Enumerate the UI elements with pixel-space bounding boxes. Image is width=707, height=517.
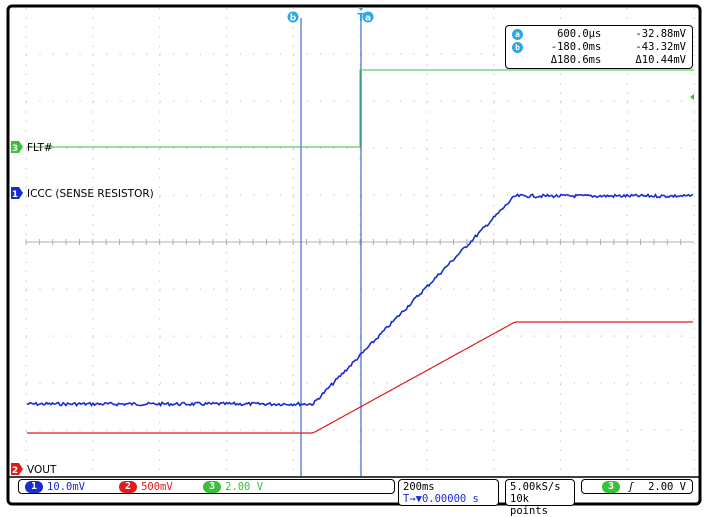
cursor-delta-row: Δ180.6ms Δ10.44mV [512,54,686,67]
trigger-level: 2.00 V [648,480,686,493]
ch3-scale-value[interactable]: 2.00 V [225,480,264,493]
trigger-slope-icon: ʃ [628,480,635,493]
outer-frame [6,4,702,506]
graticule [25,8,695,470]
ch3-label: FLT# [27,142,53,154]
cursor-b-top-marker[interactable]: b [287,11,299,24]
ch2-scale-value[interactable]: 500mV [141,480,173,493]
ch1-scale-value[interactable]: 10.0mV [47,480,85,493]
ch2-ground-marker[interactable]: 2 [11,463,23,476]
cursor-b-row: b -180.0ms -43.32mV [512,41,686,54]
horizontal-position: T→▼0.00000 s [403,493,479,505]
timebase-box[interactable]: 200ms T→▼0.00000 s [398,479,499,506]
cursor-a-top-marker[interactable]: a [362,11,374,24]
cursor-b-value: -43.32mV [635,41,686,53]
cursor-a-top-label: a [365,14,371,24]
ch3-ground-marker[interactable]: 3 [11,141,23,154]
cursor-delta-value: Δ10.44mV [635,54,686,66]
cursor-b-time: -180.0ms [550,41,602,53]
ch3-scale-badge: 3 [203,480,222,493]
ch1-waveform [26,193,694,408]
trigger-top-marker: T [357,7,365,24]
cursor-readout: a 600.0µs -32.88mV b -180.0ms -43.32mV Δ… [505,25,693,69]
cursor-a-row: a 600.0µs -32.88mV [512,28,686,41]
cursor-b-badge: b [512,41,523,53]
ch1-ground-number: 1 [12,190,18,200]
ch3-offscreen-arrow [690,94,694,100]
ch3-waveform [27,69,694,148]
ch1-scale-badge: 1 [25,480,44,493]
timebase-scale: 200ms [403,481,435,493]
ch2-ground-number: 2 [12,466,18,476]
ch3-ground-number: 3 [12,144,18,154]
ch1-label: ICCC (SENSE RESISTOR) [27,188,154,200]
ch1-ground-marker[interactable]: 1 [11,187,23,200]
record-length: 10k points [510,493,548,517]
acquisition-box[interactable]: 5.00kS/s 10k points [505,479,575,517]
channel-scale-box[interactable]: 1 10.0mV 2 500mV 3 2.00 V [18,479,395,494]
trigger-source-badge: 3 [602,480,621,493]
cursor-delta-time: Δ180.6ms [550,54,602,66]
cursor-a-time: 600.0µs [557,28,602,40]
cursor-b-top-label: b [290,14,297,24]
sample-rate: 5.00kS/s [510,481,561,493]
cursor-a-value: -32.88mV [635,28,686,40]
ch2-label: VOUT [27,464,57,476]
trigger-time-marker-label: T [357,11,365,24]
trigger-box[interactable]: 3 ʃ 2.00 V [581,479,693,494]
ch2-waveform [27,321,693,434]
cursor-a-badge: a [512,28,523,40]
ch2-scale-badge: 2 [119,480,138,493]
